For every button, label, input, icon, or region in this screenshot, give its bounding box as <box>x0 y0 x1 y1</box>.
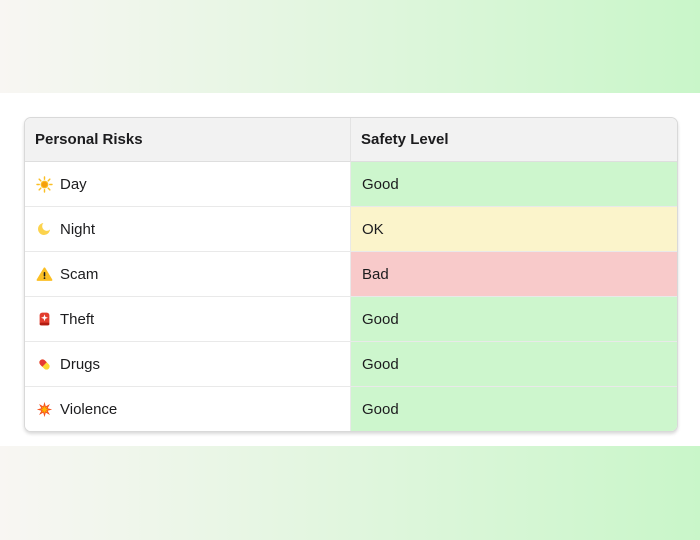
table-row: Violence Good <box>25 387 677 431</box>
risk-cell: Scam <box>25 252 351 297</box>
safety-level-cell: Good <box>351 162 677 207</box>
content-area: Personal Risks Safety Level Day Good Nig… <box>0 93 700 446</box>
risk-label: Violence <box>60 400 118 418</box>
risk-cell: Violence <box>25 387 351 431</box>
safety-level-cell: Good <box>351 297 677 342</box>
table-row: Theft Good <box>25 297 677 342</box>
warning-icon <box>35 265 53 283</box>
table-row: Drugs Good <box>25 342 677 387</box>
safety-level-cell: OK <box>351 207 677 252</box>
top-gradient-band <box>0 0 700 93</box>
pill-icon <box>35 355 53 373</box>
sun-icon <box>35 175 53 193</box>
crescent-moon-icon <box>35 220 53 238</box>
police-light-icon <box>35 310 53 328</box>
risk-label: Day <box>60 175 87 193</box>
safety-level-cell: Good <box>351 342 677 387</box>
table-header-row: Personal Risks Safety Level <box>25 118 677 162</box>
risk-label: Scam <box>60 265 99 283</box>
risk-label: Night <box>60 220 96 238</box>
risk-cell: Drugs <box>25 342 351 387</box>
risk-label: Drugs <box>60 355 101 373</box>
risk-cell: Day <box>25 162 351 207</box>
collision-icon <box>35 400 53 418</box>
column-header-personal-risks: Personal Risks <box>25 118 351 162</box>
bottom-gradient-band <box>0 446 700 540</box>
safety-level-cell: Good <box>351 387 677 431</box>
table-row: Night OK <box>25 207 677 252</box>
risks-table: Personal Risks Safety Level Day Good Nig… <box>24 117 678 432</box>
table-row: Scam Bad <box>25 252 677 297</box>
risk-cell: Theft <box>25 297 351 342</box>
table-row: Day Good <box>25 162 677 207</box>
risk-label: Theft <box>60 310 95 328</box>
safety-level-cell: Bad <box>351 252 677 297</box>
column-header-safety-level: Safety Level <box>351 118 677 162</box>
risk-cell: Night <box>25 207 351 252</box>
